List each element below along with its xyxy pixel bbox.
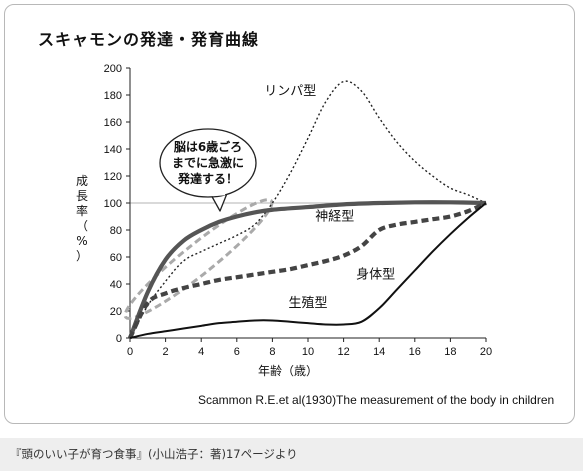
y-tick-label: 200 xyxy=(104,63,122,75)
chart-title: スキャモンの発達・発育曲線 xyxy=(38,30,260,49)
y-tick-label: 180 xyxy=(104,90,122,102)
chart-card xyxy=(4,4,575,424)
x-tick-label: 20 xyxy=(480,346,492,358)
caption-bar xyxy=(0,438,583,471)
y-tick-label: 120 xyxy=(104,171,122,183)
series-line-1 xyxy=(129,80,487,339)
y-axis-label: 成長率（%） xyxy=(76,174,88,263)
y-tick-label: 20 xyxy=(110,306,122,318)
y-tick-label: 0 xyxy=(116,333,122,345)
brain-highlight-ellipse xyxy=(123,198,274,320)
x-tick-label: 18 xyxy=(444,346,456,358)
x-axis-label: 年齢（歳） xyxy=(258,363,318,378)
x-tick-label: 16 xyxy=(409,346,421,358)
x-tick-label: 14 xyxy=(373,346,385,358)
x-tick-label: 0 xyxy=(127,346,133,358)
callout-body xyxy=(159,128,257,198)
y-tick-label: 60 xyxy=(110,252,122,264)
callout-join-mask xyxy=(212,192,226,197)
x-tick-label: 10 xyxy=(302,346,314,358)
series-lines xyxy=(128,80,487,339)
y-tick-label: 100 xyxy=(104,198,122,210)
axes: 0 20 40 60 80 100 120 140 160 180 200 0 2 4 6 8 10 12 14 16… xyxy=(76,63,492,378)
y-tick-label: 40 xyxy=(110,279,122,291)
y-tick-label: 140 xyxy=(104,144,122,156)
callout-text-line: 脳は6歳ごろ xyxy=(174,139,242,154)
x-tick-label: 8 xyxy=(269,346,275,358)
source-citation: Scammon R.E.et al(1930)The measurement o… xyxy=(198,393,555,407)
series-label-4: 生殖型 xyxy=(288,295,327,311)
highlight-ellipse xyxy=(123,198,274,320)
x-tick-label: 6 xyxy=(234,346,240,358)
series-line-3 xyxy=(128,201,487,339)
callout-text-line: 発達する！ xyxy=(177,171,238,186)
y-tick-label: 80 xyxy=(110,225,122,237)
x-tick-label: 2 xyxy=(163,346,169,358)
series-line-2 xyxy=(128,200,487,339)
series-label-2: 神経型 xyxy=(315,210,354,225)
series-label-1: リンパ型 xyxy=(264,84,316,99)
growth-curve-chart: 0 20 40 60 80 100 120 140 160 180 200 0 2 4 6 8 10 12 14 16… xyxy=(76,63,492,378)
x-tick-label: 12 xyxy=(337,346,349,358)
book-caption: 『頭のいい子が育つ食事』(小山浩子：著)17ページより xyxy=(10,447,298,461)
callout-text-line: までに急激に xyxy=(172,155,244,170)
x-tick-label: 4 xyxy=(198,346,204,358)
series-line-4 xyxy=(129,202,487,339)
series-label-3: 身体型 xyxy=(356,267,395,283)
y-tick-label: 160 xyxy=(104,117,122,129)
